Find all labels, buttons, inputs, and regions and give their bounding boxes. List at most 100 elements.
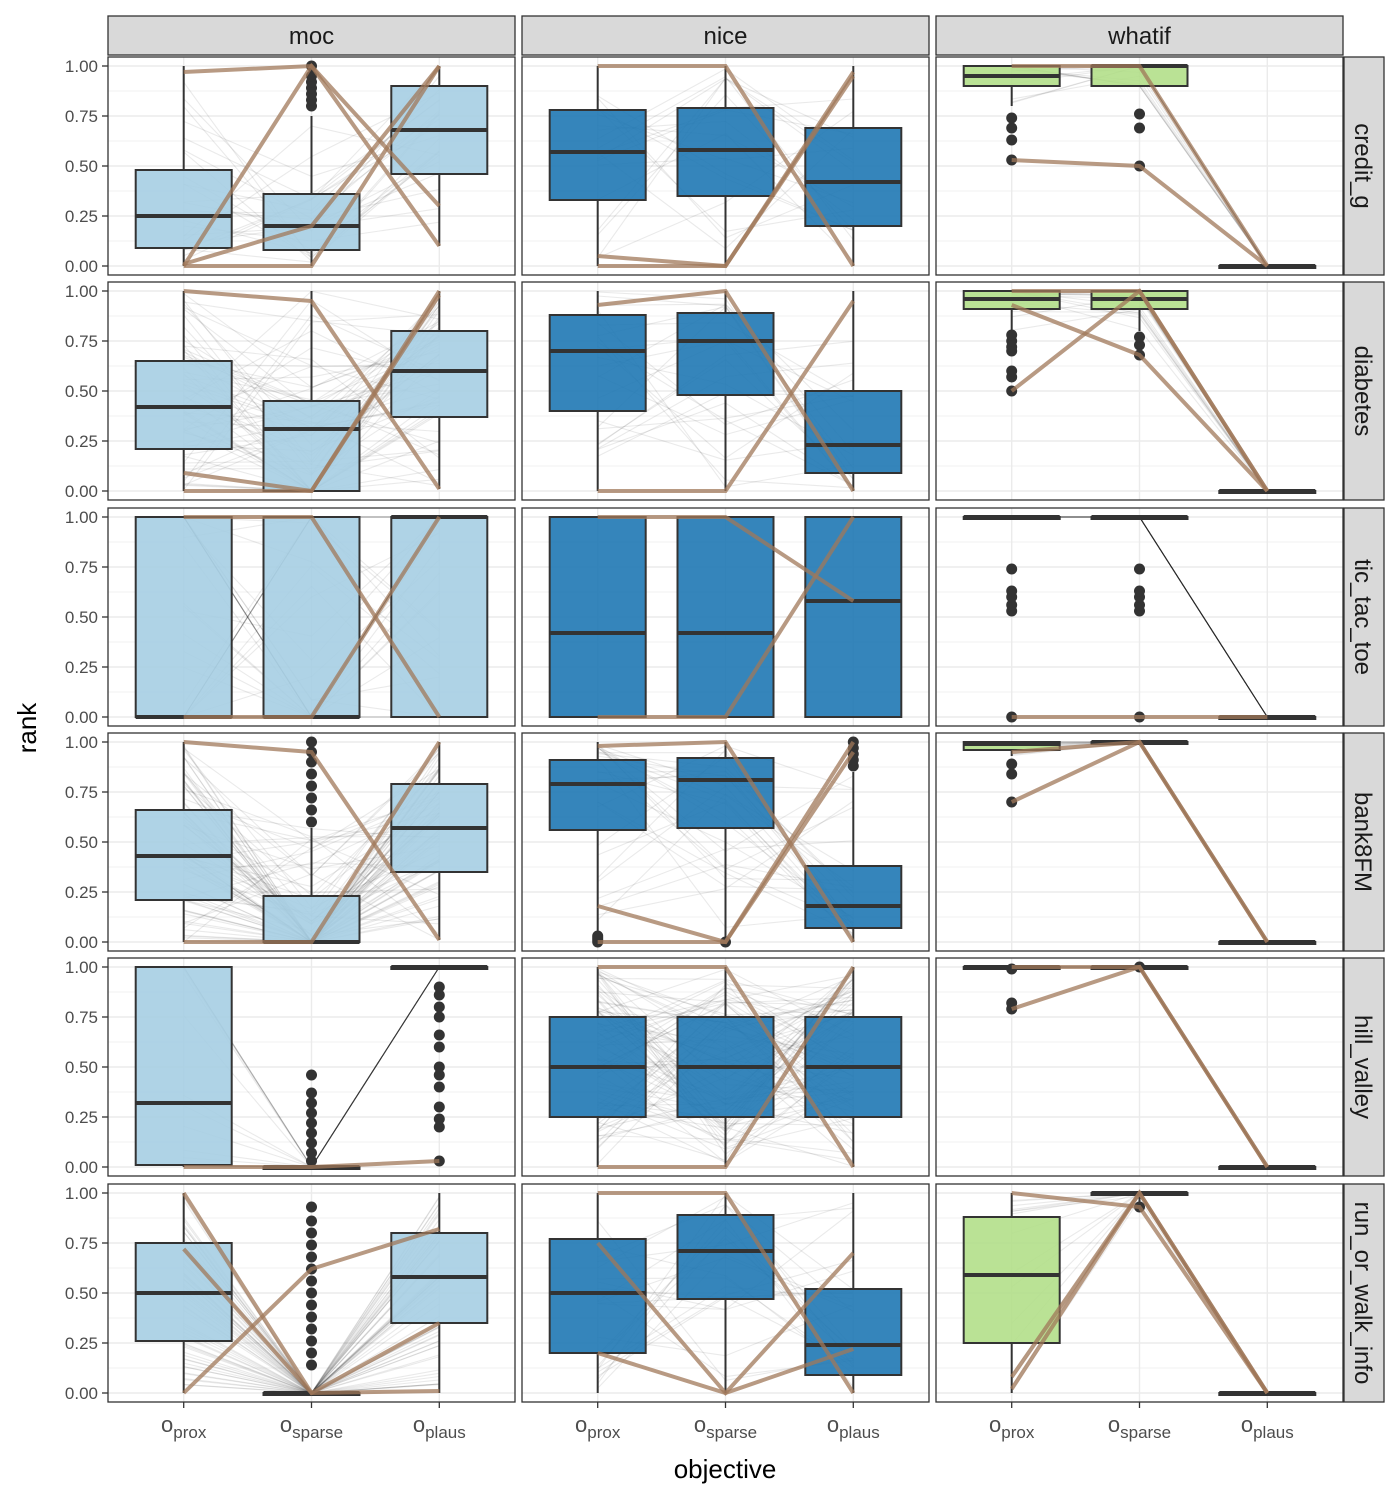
x-tick-label-moc-sparse: osparse [280, 1412, 343, 1442]
outlier-0 [306, 1359, 317, 1371]
strip-label-credit_g: credit_g [1349, 123, 1376, 208]
panel-border-bank8FM-nice [521, 732, 930, 952]
x-tick-label-moc-prox: oprox [161, 1412, 207, 1442]
outlier-0 [306, 1155, 317, 1167]
outlier-2 [1134, 599, 1145, 611]
box-rect [548, 516, 647, 718]
outlier-2 [306, 1335, 317, 1347]
box-rect [548, 314, 647, 412]
highlight-lines-credit_g-moc [182, 62, 441, 268]
outlier-3 [1006, 112, 1018, 124]
box-rect [262, 895, 361, 943]
outlier-9 [433, 1011, 445, 1023]
outlier-2 [1134, 331, 1145, 343]
y-tick-label-credit_g-1: 0.25 [65, 207, 98, 226]
outlier-3 [433, 1101, 445, 1113]
strip-credit_g [1343, 56, 1385, 276]
highlight-lines-bank8FM-nice [597, 739, 855, 945]
panel-border-hill_valley-nice [521, 957, 930, 1177]
y-tick-label-tic_tac_toe-4: 1.00 [65, 508, 98, 527]
box-tic_tac_toe-nice-sparse [676, 516, 775, 718]
box-tic_tac_toe-moc-prox [134, 516, 233, 719]
highlight-line-1 [183, 64, 441, 268]
box-hill_valley-nice-plaus [804, 967, 903, 1167]
box-rect [548, 109, 647, 201]
box-hill_valley-nice-prox [548, 967, 647, 1167]
highlight-line-1 [183, 515, 441, 719]
highlight-lines-credit_g-nice [597, 64, 855, 269]
highlight-line-2 [182, 1227, 440, 1395]
outlier-13 [306, 1201, 317, 1213]
grid-hill_valley-whatif [936, 958, 1343, 1176]
outlier-4 [1134, 585, 1145, 597]
highlight-line-1 [1011, 64, 1269, 268]
outlier-5 [306, 1299, 317, 1311]
box-bank8FM-moc-prox [134, 742, 233, 942]
box-rect [804, 865, 903, 929]
chart-layer: moc nice whatif credit_g diabetes tic_tac_toe… [65, 15, 1385, 1442]
highlight-line-0 [597, 739, 855, 944]
box-rect [390, 516, 489, 718]
outlier-3 [306, 1127, 317, 1139]
box-rect [548, 1238, 647, 1354]
outlier-1 [1134, 122, 1145, 134]
box-rect [804, 516, 903, 718]
box-rect [134, 516, 233, 718]
highlight-line-0 [183, 740, 441, 942]
outlier-2 [1006, 122, 1018, 134]
y-tick-label-diabetes-3: 0.75 [65, 332, 98, 351]
outlier-6 [306, 1097, 317, 1109]
strip-label-diabetes: diabetes [1349, 346, 1376, 437]
outlier-8 [306, 1069, 317, 1081]
strip-diabetes [1343, 281, 1385, 501]
panel-border-diabetes-nice [521, 281, 930, 501]
outlier-3 [592, 930, 604, 942]
box-credit_g-whatif-plaus [1218, 264, 1317, 269]
box-hill_valley-nice-sparse [676, 967, 775, 1167]
panel-border-bank8FM-whatif [935, 732, 1344, 952]
highlight-line-2 [1011, 289, 1269, 493]
highlight-line-1 [1011, 965, 1269, 1169]
box-run_or_walk_info-moc-plaus [390, 1193, 489, 1393]
outlier-2 [1006, 758, 1018, 770]
outlier-2 [306, 792, 317, 804]
strip-nice [521, 15, 930, 56]
outlier-5 [306, 1107, 317, 1119]
box-bank8FM-whatif-plaus [1218, 940, 1317, 945]
outlier-4 [306, 1117, 317, 1129]
box-tic_tac_toe-whatif-prox [962, 515, 1061, 723]
box-tic_tac_toe-nice-plaus [804, 516, 903, 718]
box-rect [676, 312, 775, 396]
strip-bank8FM [1343, 732, 1385, 952]
box-hill_valley-moc-plaus [390, 965, 489, 1167]
box-tic_tac_toe-moc-plaus [390, 515, 489, 718]
box-diabetes-whatif-plaus [1218, 489, 1317, 494]
highlight-lines-tic_tac_toe-nice [597, 515, 855, 719]
outlier-6 [433, 1061, 445, 1073]
x-tick-label-nice-prox: oprox [575, 1412, 621, 1442]
box-diabetes-whatif-prox [962, 290, 1061, 397]
outlier-10 [433, 1001, 445, 1013]
outlier-1 [306, 1347, 317, 1359]
highlight-lines-bank8FM-whatif [1010, 739, 1269, 944]
box-rect [548, 759, 647, 831]
y-tick-label-tic_tac_toe-2: 0.50 [65, 608, 98, 627]
strip-label-moc: moc [289, 23, 334, 50]
box-bank8FM-moc-sparse [262, 736, 361, 944]
highlight-line-1 [183, 740, 441, 944]
panel-border-tic_tac_toe-whatif [935, 507, 1344, 727]
box-tic_tac_toe-whatif-sparse [1090, 515, 1189, 723]
panel-border-tic_tac_toe-nice [521, 507, 930, 727]
highlight-line-3 [182, 62, 441, 268]
strip-label-nice: nice [703, 23, 747, 50]
highlight-line-1 [597, 299, 855, 493]
outlier-8 [433, 1029, 445, 1041]
y-tick-label-hill_valley-0: 0.00 [65, 1158, 98, 1177]
highlight-line-2 [1010, 1189, 1269, 1395]
highlight-line-0 [183, 289, 441, 491]
strip-run_or_walk_info [1343, 1183, 1385, 1403]
outlier-6 [1006, 329, 1018, 341]
x-tick-label-nice-plaus: oplaus [827, 1412, 880, 1442]
box-rect [804, 127, 903, 227]
box-diabetes-nice-plaus [804, 291, 903, 491]
